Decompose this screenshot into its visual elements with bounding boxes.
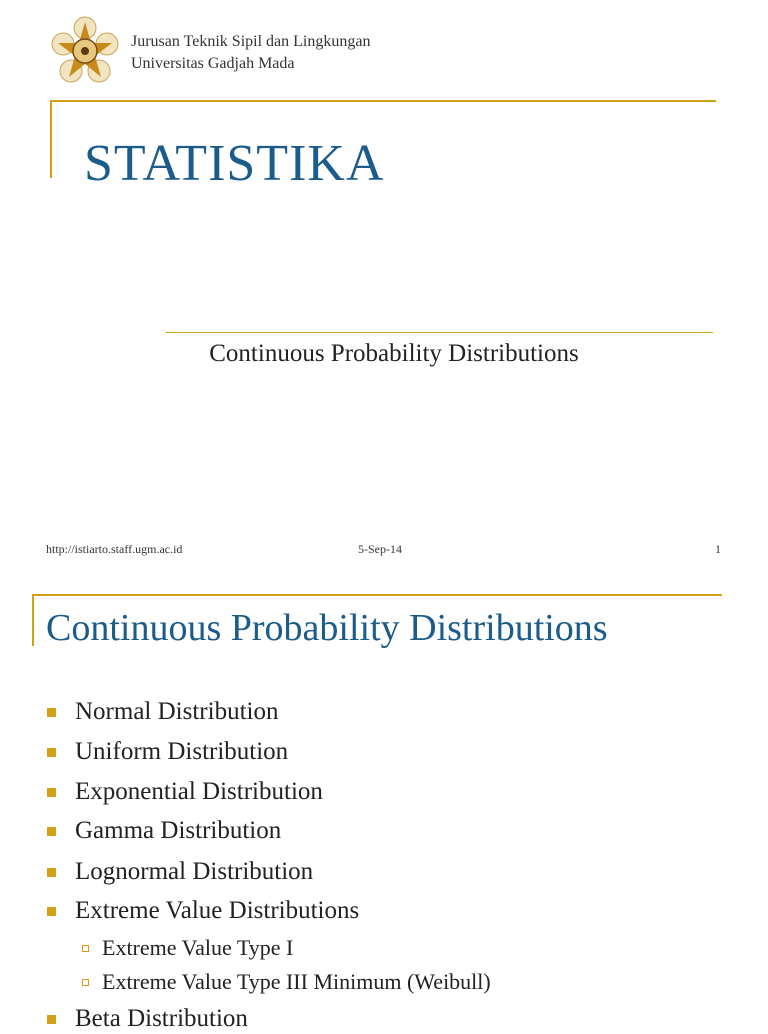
sub-list-item: Extreme Value Type I [82, 935, 293, 961]
bullet-icon [47, 787, 56, 797]
bullet-icon [47, 826, 56, 836]
slide-title: STATISTIKA [84, 135, 385, 192]
list-item: Gamma Distribution [47, 816, 281, 846]
list-item: Extreme Value Distributions [47, 896, 359, 926]
hollow-bullet-icon [82, 944, 89, 952]
divider [32, 594, 722, 596]
slide-subtitle: Continuous Probability Distributions [209, 340, 579, 367]
list-item-text: Extreme Value Distributions [75, 897, 360, 924]
footer-date: 5-Sep-14 [358, 542, 402, 556]
divider [50, 100, 716, 102]
list-item-text: Extreme Value Type III Minimum (Weibull) [102, 969, 491, 994]
divider [50, 100, 52, 178]
sub-list-item: Extreme Value Type III Minimum (Weibull) [82, 969, 491, 995]
bullet-icon [47, 867, 56, 877]
list-item: Beta Distribution [47, 1004, 248, 1034]
list-item-text: Gamma Distribution [75, 817, 282, 844]
list-item: Normal Distribution [47, 697, 278, 727]
department-name: Jurusan Teknik Sipil dan Lingkungan [131, 33, 371, 50]
list-item: Uniform Distribution [47, 737, 288, 767]
divider [166, 332, 713, 333]
university-name: Universitas Gadjah Mada [131, 55, 295, 72]
list-item-text: Normal Distribution [75, 698, 279, 725]
footer-page-number: 1 [715, 542, 721, 556]
bullet-icon [47, 707, 56, 717]
bullet-icon [47, 1014, 56, 1024]
list-item-text: Lognormal Distribution [75, 858, 314, 885]
bullet-icon [47, 747, 56, 757]
list-item-text: Exponential Distribution [75, 778, 323, 805]
divider [32, 594, 34, 646]
list-item: Exponential Distribution [47, 777, 323, 807]
list-item-text: Uniform Distribution [75, 738, 289, 765]
hollow-bullet-icon [82, 978, 89, 986]
list-item-text: Beta Distribution [75, 1005, 248, 1032]
list-item: Lognormal Distribution [47, 857, 313, 887]
ugm-seal-logo [51, 16, 119, 83]
slide-title: Continuous Probability Distributions [46, 607, 608, 649]
list-item-text: Extreme Value Type I [102, 935, 294, 960]
footer-url: http://istiarto.staff.ugm.ac.id [46, 542, 183, 556]
bullet-icon [47, 906, 56, 916]
